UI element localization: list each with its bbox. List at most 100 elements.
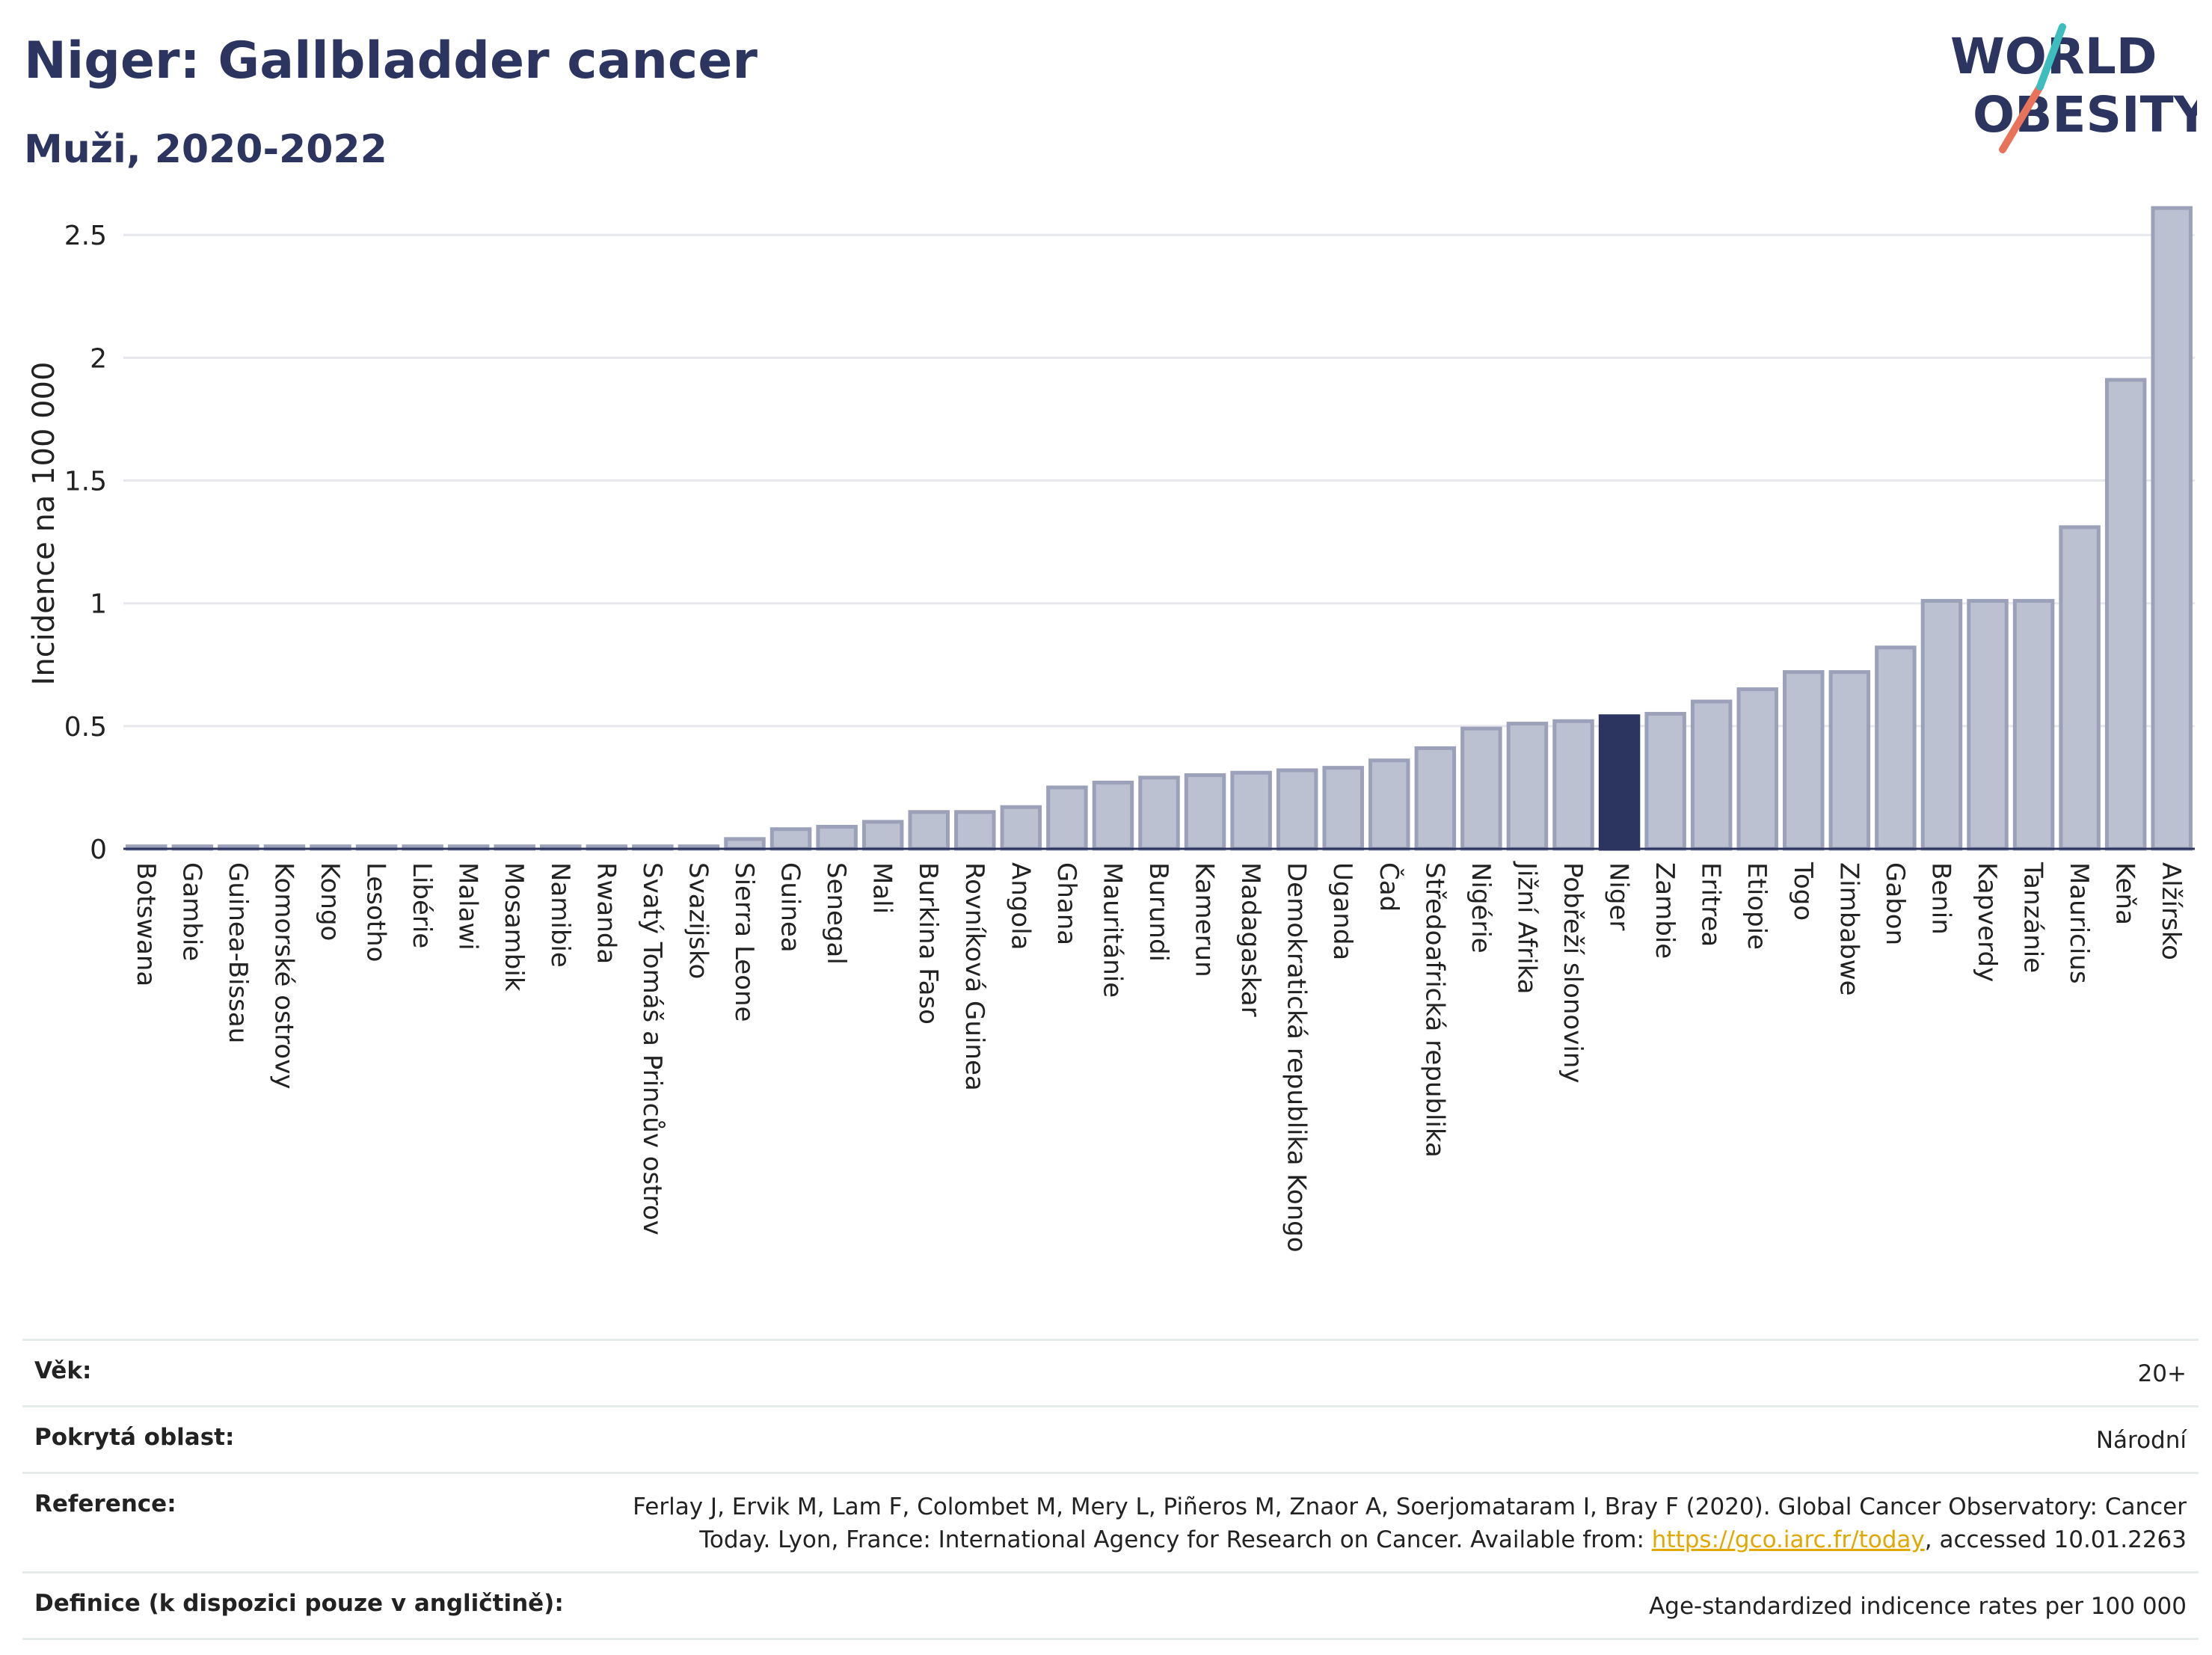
bar-41 (2012, 598, 2055, 851)
bar-23 (1184, 773, 1226, 851)
definition-label: Definice (k dispozici pouze v angličtině… (34, 1590, 564, 1617)
info-table: Věk: 20+ Pokrytá oblast: Národní Referen… (22, 1339, 2199, 1640)
x-tick-label: Rovníková Guinea (959, 862, 989, 1091)
bar-29 (1460, 726, 1502, 851)
x-tick-label: Tanzánie (2018, 862, 2048, 973)
x-tick-label: Ghana (1051, 862, 1081, 945)
bar-34 (1690, 699, 1733, 851)
logo-text-obesity: OBESITY (1973, 86, 2197, 144)
y-tick-label: 2.5 (64, 221, 107, 251)
bar-27 (1368, 758, 1410, 851)
x-tick-label: Etiopie (1742, 862, 1772, 950)
x-tick-label: Gambie (176, 862, 206, 961)
bar-44 (2151, 206, 2193, 851)
age-label: Věk: (34, 1357, 92, 1384)
x-tick-label: Kamerun (1190, 862, 1220, 977)
x-tick-label: Středoafrická republika (1419, 862, 1449, 1158)
x-tick-label: Komorské ostrovy (268, 862, 298, 1089)
bar-33 (1644, 711, 1686, 851)
reference-link[interactable]: https://gco.iarc.fr/today (1651, 1526, 1925, 1553)
x-tick-label: Guinea-Bissau (223, 862, 253, 1043)
x-tick-label: Pobřeží slonoviny (1558, 862, 1588, 1083)
bar-39 (1920, 598, 1963, 851)
y-tick-label: 1.5 (64, 467, 107, 497)
x-tick-label: Senegal (821, 862, 851, 965)
bar-32 (1598, 714, 1641, 851)
x-tick-label: Libérie (407, 862, 437, 948)
bar-35 (1736, 687, 1778, 851)
x-tick-label: Mauritánie (1097, 862, 1127, 998)
x-tick-label: Jižní Afrika (1511, 861, 1541, 995)
x-tick-label: Burkina Faso (913, 862, 943, 1025)
y-tick-label: 1 (90, 589, 107, 620)
bar-20 (1046, 785, 1088, 851)
x-tick-label: Mali (867, 862, 897, 914)
bar-15 (816, 824, 858, 851)
y-axis-label: Incidence na 100 000 (27, 362, 61, 686)
x-tick-label: Kapverdy (1972, 862, 2002, 982)
x-tick-label: Čad (1374, 862, 1404, 912)
bar-18 (954, 810, 996, 851)
bar-28 (1414, 746, 1457, 851)
x-tick-label: Niger (1604, 862, 1634, 930)
bar-40 (1967, 598, 2009, 851)
bar-25 (1276, 768, 1318, 851)
x-tick-label: Malawi (453, 862, 483, 951)
bar-13 (724, 837, 766, 851)
bar-43 (2104, 378, 2147, 851)
x-tick-label: Sierra Leone (729, 862, 759, 1022)
bar-chart: 0 0.5 1 1.5 2 2.5 Incidence na 100 000 Botswana… (27, 206, 2195, 1253)
x-tick-label: Gabon (1880, 862, 1910, 945)
x-tick-label: Lesotho (361, 862, 391, 962)
chart-subtitle: Muži, 2020-2022 (24, 127, 387, 172)
x-tick-label: Uganda (1327, 862, 1357, 960)
bar-42 (2059, 525, 2101, 851)
x-tick-label: Zambie (1650, 862, 1680, 959)
x-tick-label: Burundi (1143, 862, 1173, 962)
x-tick-label: Kongo (315, 862, 345, 941)
x-tick-label: Keňa (2110, 862, 2140, 925)
y-tick-label: 0 (90, 835, 107, 865)
bar-21 (1092, 780, 1134, 851)
x-tick-label: Demokratická republika Kongo (1282, 862, 1312, 1253)
x-tick-label: Alžírsko (2156, 862, 2186, 960)
chart-title: Niger: Gallbladder cancer (24, 31, 758, 90)
bar-26 (1322, 766, 1364, 851)
x-tick-label: Angola (1005, 862, 1035, 950)
info-row-reference: Reference: Ferlay J, Ervik M, Lam F, Col… (22, 1472, 2199, 1571)
bar-36 (1783, 670, 1825, 851)
bar-31 (1552, 719, 1594, 851)
age-value: 20+ (2137, 1360, 2187, 1387)
coverage-label: Pokrytá oblast: (34, 1424, 235, 1451)
x-tick-label: Botswana (131, 862, 161, 986)
x-tick-label: Zimbabwe (1834, 862, 1864, 996)
x-tick-label: Guinea (775, 862, 805, 953)
x-tick-label: Svazijsko (683, 862, 713, 979)
reference-value: Ferlay J, Ervik M, Lam F, Colombet M, Me… (633, 1490, 2187, 1556)
bar-37 (1828, 670, 1871, 851)
bar-19 (1000, 805, 1042, 851)
bar-16 (861, 820, 904, 851)
bar-38 (1875, 645, 1917, 851)
x-tick-label: Benin (1926, 862, 1956, 935)
x-tick-label: Nigérie (1466, 862, 1496, 954)
bar-14 (769, 827, 812, 851)
info-row-coverage: Pokrytá oblast: Národní (22, 1405, 2199, 1472)
bar-24 (1230, 770, 1272, 851)
bar-22 (1138, 776, 1180, 851)
x-tick-label: Rwanda (591, 862, 621, 964)
x-tick-label: Svatý Tomáš a Princův ostrov (637, 862, 667, 1235)
info-row-age: Věk: 20+ (22, 1339, 2199, 1405)
y-tick-label: 0.5 (64, 712, 107, 743)
x-tick-label: Namibie (545, 862, 575, 968)
world-obesity-logo: WORLD OBESITY (1950, 23, 2197, 153)
reference-line2-post: , accessed 10.01.2263 (1924, 1526, 2187, 1553)
coverage-value: Národní (2095, 1427, 2187, 1454)
x-tick-label: Madagaskar (1235, 862, 1265, 1017)
reference-line2-pre: Today. Lyon, France: International Agenc… (699, 1526, 1652, 1553)
bar-17 (908, 810, 950, 851)
x-tick-label: Mosambik (499, 862, 529, 992)
reference-label: Reference: (34, 1490, 176, 1517)
x-tick-label: Eritrea (1696, 862, 1726, 947)
info-row-definition: Definice (k dispozici pouze v angličtině… (22, 1571, 2199, 1640)
